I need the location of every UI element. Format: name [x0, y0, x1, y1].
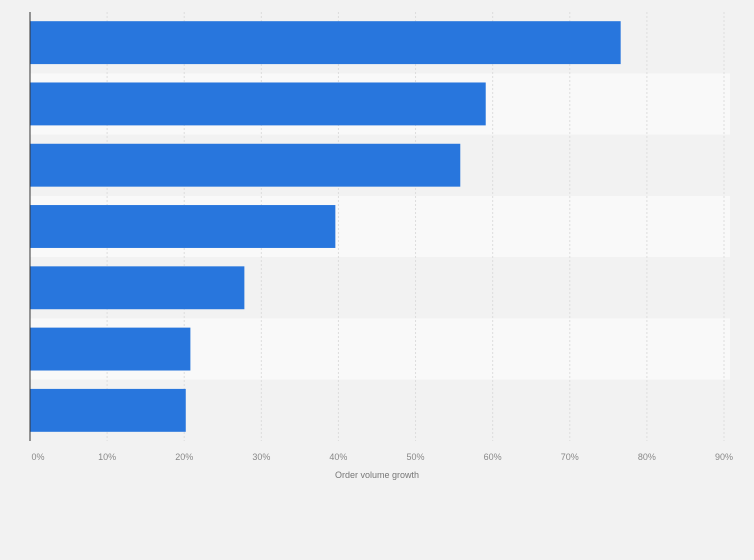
bar[interactable]	[30, 205, 336, 248]
x-tick-label: 70%	[561, 452, 579, 462]
bar[interactable]	[30, 21, 621, 65]
x-tick-label: 20%	[175, 452, 193, 462]
bar[interactable]	[30, 143, 461, 187]
x-tick-label: 60%	[484, 452, 502, 462]
bar[interactable]	[30, 82, 486, 126]
bar[interactable]	[30, 388, 186, 432]
x-tick-label: 80%	[638, 452, 656, 462]
x-tick-label: 0%	[31, 452, 44, 462]
x-tick-label: 40%	[329, 452, 347, 462]
bar[interactable]	[30, 266, 245, 310]
x-tick-label: 30%	[252, 452, 270, 462]
x-tick-label: 10%	[98, 452, 116, 462]
x-tick-label: 90%	[715, 452, 733, 462]
x-tick-label: 50%	[407, 452, 425, 462]
x-axis-label: Order volume growth	[335, 470, 419, 480]
bar[interactable]	[30, 327, 191, 371]
